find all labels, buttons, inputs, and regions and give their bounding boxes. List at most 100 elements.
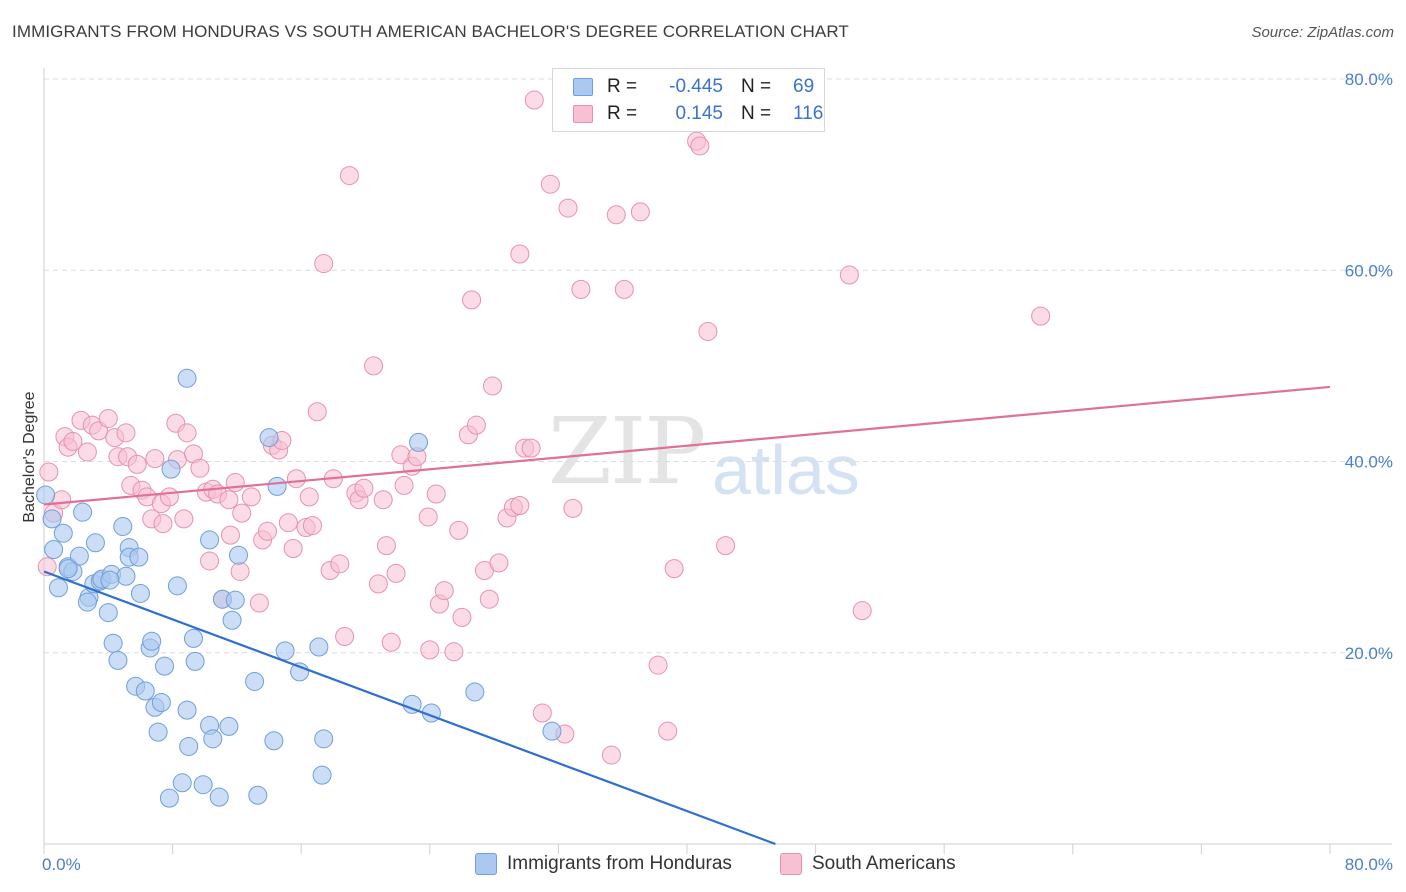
- data-point-south-americans: [314, 254, 334, 274]
- data-point-south-americans: [63, 431, 83, 451]
- data-point-honduras: [77, 592, 97, 612]
- data-point-honduras: [100, 570, 120, 590]
- data-point-south-americans: [190, 458, 210, 478]
- data-point-south-americans: [434, 581, 454, 601]
- data-point-south-americans: [376, 536, 396, 556]
- data-point-honduras: [58, 559, 78, 579]
- data-point-south-americans: [219, 490, 239, 510]
- data-point-south-americans: [330, 554, 350, 574]
- data-point-south-americans: [174, 509, 194, 529]
- data-point-honduras: [151, 692, 171, 712]
- data-point-honduras: [167, 576, 187, 596]
- data-point-south-americans: [510, 495, 530, 515]
- data-point-south-americans: [630, 202, 650, 222]
- data-point-honduras: [542, 721, 562, 741]
- source-label: Source: ZipAtlas.com: [1251, 24, 1394, 41]
- legend-n-label: N =: [741, 103, 772, 124]
- data-point-south-americans: [339, 166, 359, 186]
- chart-title: IMMIGRANTS FROM HONDURAS VS SOUTH AMERIC…: [12, 22, 849, 41]
- legend-row-honduras: R = -0.445 N = 69: [573, 75, 814, 99]
- data-point-south-americans: [153, 514, 173, 534]
- data-point-south-americans: [839, 265, 859, 285]
- data-point-south-americans: [452, 607, 472, 627]
- data-point-honduras: [225, 590, 245, 610]
- legend-swatch-blue: [573, 78, 593, 96]
- data-point-honduras: [209, 787, 229, 807]
- data-point-south-americans: [563, 498, 583, 518]
- data-point-south-americans: [257, 521, 277, 541]
- legend-r-value: -0.445: [669, 76, 723, 97]
- data-point-honduras: [267, 476, 287, 496]
- data-point-south-americans: [364, 356, 384, 376]
- data-point-honduras: [179, 736, 199, 756]
- data-point-south-americans: [658, 721, 678, 741]
- data-point-honduras: [275, 641, 295, 661]
- data-point-honduras: [129, 547, 149, 567]
- legend-r-value: 0.145: [675, 103, 723, 124]
- data-point-south-americans: [482, 376, 502, 396]
- data-point-south-americans: [716, 536, 736, 556]
- data-point-south-americans: [145, 449, 165, 469]
- data-point-south-americans: [420, 640, 440, 660]
- data-point-south-americans: [418, 507, 438, 527]
- data-point-honduras: [155, 656, 175, 676]
- data-point-honduras: [222, 610, 242, 630]
- data-point-honduras: [85, 533, 105, 553]
- data-point-south-americans: [489, 553, 509, 573]
- legend-n-label: N =: [741, 76, 772, 97]
- data-point-honduras: [185, 651, 205, 671]
- data-point-south-americans: [307, 402, 327, 422]
- data-point-honduras: [177, 700, 197, 720]
- data-point-south-americans: [386, 563, 406, 583]
- data-point-honduras: [148, 722, 168, 742]
- data-point-south-americans: [601, 745, 621, 765]
- y-tick-label: 40.0%: [1345, 453, 1393, 472]
- bottom-legend-south-americans[interactable]: South Americans: [780, 852, 956, 876]
- data-point-honduras: [203, 729, 223, 749]
- data-point-honduras: [44, 539, 64, 559]
- data-point-south-americans: [444, 642, 464, 662]
- data-point-honduras: [193, 775, 213, 795]
- correlation-legend: R = -0.445 N = 69 R = 0.145 N = 116: [552, 68, 825, 132]
- data-point-honduras: [172, 773, 192, 793]
- data-point-honduras: [116, 566, 136, 586]
- data-point-south-americans: [571, 279, 591, 299]
- data-point-south-americans: [37, 557, 57, 577]
- data-point-south-americans: [664, 559, 684, 579]
- data-point-honduras: [264, 731, 284, 751]
- data-point-honduras: [48, 578, 68, 598]
- data-point-honduras: [69, 546, 89, 566]
- data-point-south-americans: [127, 454, 147, 474]
- data-point-south-americans: [510, 244, 530, 264]
- x-tick-label: 80.0%: [1345, 855, 1393, 874]
- data-point-south-americans: [521, 438, 541, 458]
- data-point-honduras: [36, 485, 56, 505]
- data-point-south-americans: [394, 475, 414, 495]
- legend-n-value: 69: [793, 76, 815, 97]
- data-point-south-americans: [335, 626, 355, 646]
- data-point-south-americans: [852, 601, 872, 621]
- data-point-south-americans: [540, 174, 560, 194]
- data-point-honduras: [312, 765, 332, 785]
- data-point-honduras: [159, 788, 179, 808]
- data-point-south-americans: [283, 539, 303, 559]
- legend-r-label: R =: [607, 103, 638, 124]
- data-point-south-americans: [177, 423, 197, 443]
- trend-line-south-americans: [43, 385, 1331, 506]
- bottom-legend-label: Immigrants from Honduras: [507, 853, 732, 874]
- data-point-south-americans: [524, 90, 544, 110]
- data-point-south-americans: [354, 478, 374, 498]
- bottom-legend-honduras[interactable]: Immigrants from Honduras: [475, 852, 732, 876]
- data-point-south-americans: [381, 632, 401, 652]
- data-point-honduras: [200, 530, 220, 550]
- y-tick-label: 80.0%: [1345, 70, 1393, 89]
- data-point-honduras: [465, 682, 485, 702]
- data-point-honduras: [53, 523, 73, 543]
- data-point-south-americans: [368, 574, 388, 594]
- series-honduras: [36, 368, 562, 808]
- legend-n-value: 116: [793, 103, 824, 124]
- data-point-south-americans: [200, 551, 220, 571]
- data-point-south-americans: [278, 513, 298, 533]
- bottom-legend-label: South Americans: [812, 853, 956, 874]
- data-point-honduras: [177, 368, 197, 388]
